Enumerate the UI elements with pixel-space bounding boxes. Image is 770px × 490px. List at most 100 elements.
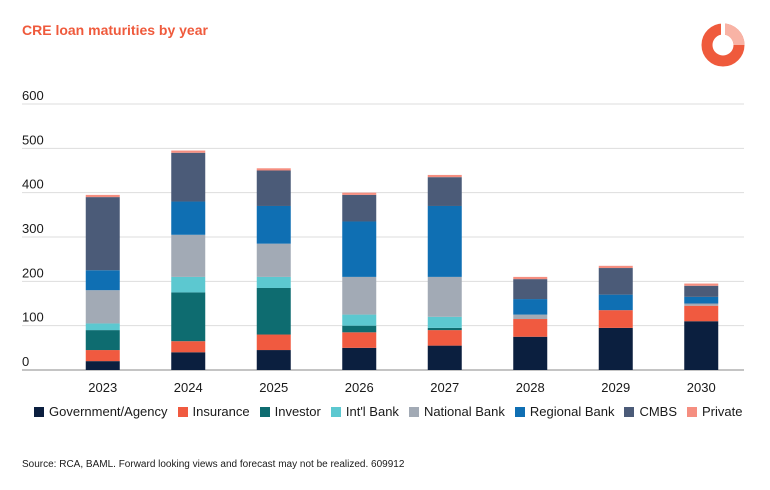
bar-segment [342,347,377,370]
x-tick-label: 2028 [516,380,545,395]
y-tick-label: 0 [22,354,29,369]
legend-item: Regional Bank [514,404,615,419]
legend-item: Int'l Bank [330,404,399,419]
legend-label: Insurance [192,404,250,419]
x-tick-label: 2023 [88,380,117,395]
bars [85,150,719,370]
legend-swatch [34,406,44,417]
legend-label: National Bank [423,404,505,419]
bar-segment [427,205,462,277]
bar-segment [85,194,120,198]
bar-segment [598,310,633,328]
bar-segment [85,323,120,331]
bar-segment [342,314,377,326]
legend-swatch [408,406,419,417]
bar-segment [513,336,548,370]
legend-item: Insurance [177,404,250,419]
y-tick-label: 400 [22,177,44,192]
bar-segment [598,268,633,295]
legend-label: Private [702,404,743,419]
bar-segment [256,170,291,206]
y-tick-label: 500 [22,132,44,147]
y-tick-label: 200 [22,265,44,280]
bar-segment [598,294,633,311]
bar-segment [427,177,462,206]
bar-segment [171,276,206,293]
bar-segment [684,305,719,322]
chart-title: CRE loan maturities by year [22,22,208,38]
bar-segment [684,296,719,304]
bar-segment [256,334,291,351]
bar-segment [342,332,377,348]
bar-segment [256,276,291,288]
legend-swatch [687,406,698,417]
legend-label: CMBS [639,404,678,419]
bar-segment [171,150,206,153]
bar-segment [256,350,291,370]
bar-segment [513,299,548,315]
legend-label: Regional Bank [529,404,615,419]
legend-item: National Bank [408,404,505,419]
bar-segment [342,192,377,195]
bar-segment [85,330,120,351]
bar-segment [427,330,462,346]
bar-segment [171,292,206,342]
legend-item: Investor [259,404,321,419]
x-tick-label: 2029 [601,380,630,395]
bar-segment [171,341,206,353]
legend-swatch [259,406,270,417]
bar-segment [171,352,206,370]
bar-segment [342,276,377,315]
stacked-bar-chart: 0 100 200 300 400 500 600 2023 2024 2025 2026 2027… [22,88,744,395]
bar-segment [513,319,548,337]
bar-segment [598,327,633,370]
bar-segment [85,197,120,271]
bar-segment [513,279,548,300]
bar-segment [684,303,719,306]
bar-segment [85,361,120,370]
legend-item: CMBS [624,404,677,419]
bar-segment [342,221,377,277]
bar-segment [171,234,206,277]
ring-logo-icon [701,22,745,67]
legend-label: Int'l Bank [345,404,399,419]
legend-swatch [177,406,188,417]
legend: Government/Agency Insurance Investor Int'l … [34,404,752,419]
bar-segment [256,287,291,335]
bar-segment [513,314,548,320]
bar-segment [342,325,377,333]
legend-label: Government/Agency [49,404,168,419]
bar-segment [342,194,377,222]
legend-swatch [514,406,525,417]
y-tick-label: 600 [22,88,44,103]
bar-segment [427,345,462,370]
bar-segment [513,276,548,280]
bar-segment [684,283,719,286]
bar-segment [85,270,120,291]
bar-segment [256,205,291,244]
x-tick-label: 2024 [174,380,203,395]
legend-label: Investor [274,404,321,419]
x-axis: 2023 2024 2025 2026 2027 2028 2029 2030 [88,380,715,395]
bar-segment [684,321,719,370]
source-note: Source: RCA, BAML. Forward looking views… [22,459,405,470]
bar-segment [427,327,462,331]
bar-segment [85,350,120,362]
bar-segment [85,290,120,324]
bar-segment [684,285,719,297]
bar-segment [598,265,633,269]
bar-segment [427,174,462,178]
bar-segment [171,152,206,202]
y-tick-label: 300 [22,221,44,236]
legend-swatch [624,406,635,417]
x-tick-label: 2030 [687,380,716,395]
y-tick-label: 100 [22,310,44,325]
x-tick-label: 2026 [345,380,374,395]
bar-segment [256,168,291,171]
legend-item: Government/Agency [34,404,168,419]
bar-segment [171,201,206,235]
legend-swatch [330,406,341,417]
x-tick-label: 2027 [430,380,459,395]
bar-segment [427,316,462,328]
bar-segment [427,276,462,317]
